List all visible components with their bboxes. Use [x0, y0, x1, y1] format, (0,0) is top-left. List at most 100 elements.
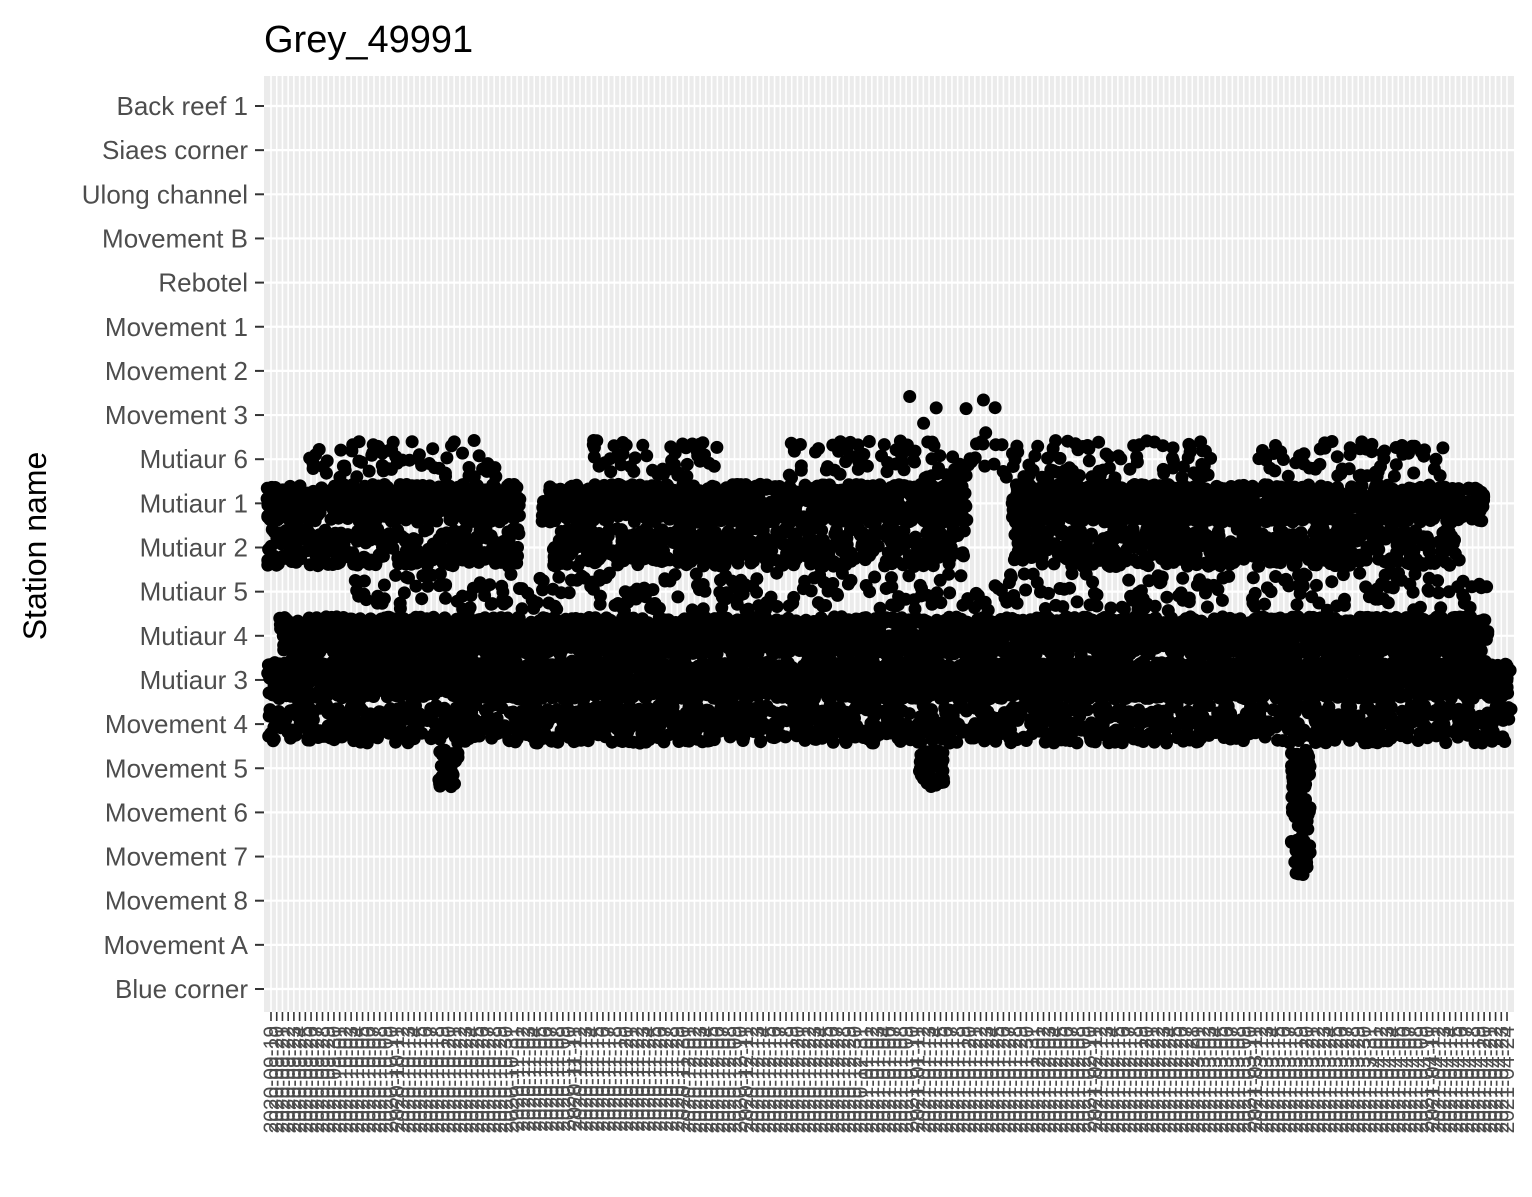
x-tick-label: 2021-01-29 — [1010, 1026, 1033, 1133]
detection-points — [260, 390, 1518, 881]
x-tick-label: 2020-11-06 — [535, 1026, 558, 1132]
x-tick-label: 2021-01-21 — [964, 1026, 987, 1133]
x-tick-label: 2021-04-04 — [1382, 1026, 1405, 1134]
x-tick-label: 2020-10-01 — [329, 1026, 352, 1133]
x-tick-label: 2020-12-28 — [832, 1026, 855, 1133]
x-tick-label: 2021-02-11 — [1084, 1026, 1107, 1132]
x-tick-label: 2021-03-24 — [1319, 1026, 1342, 1134]
x-tick-label: 2020-11-16 — [592, 1026, 615, 1132]
x-tick-label: 2021-04-15 — [1445, 1026, 1468, 1133]
x-tick-label: 2020-12-02 — [683, 1026, 706, 1133]
x-tick-label: 2021-01-08 — [889, 1026, 912, 1133]
x-tick-label: 2021-03-10 — [1239, 1026, 1262, 1133]
detection-point — [1500, 664, 1514, 678]
x-tick-label: 2021-02-17 — [1118, 1026, 1141, 1133]
x-tick-label: 2021-01-23 — [975, 1026, 998, 1133]
x-tick-label: 2020-09-19 — [260, 1026, 283, 1133]
x-tick-label: 2020-12-18 — [775, 1026, 798, 1133]
x-tick-label: 2021-04-17 — [1456, 1026, 1479, 1133]
x-tick-label: 2020-12-05 — [701, 1026, 724, 1133]
x-tick-label: 2020-12-12 — [741, 1026, 764, 1133]
x-tick-label: 2021-04-22 — [1485, 1026, 1508, 1133]
x-tick-label: 2020-10-06 — [357, 1026, 380, 1133]
x-tick-label: 2021-03-05 — [1210, 1026, 1233, 1133]
x-tick-label: 2020-12-09 — [724, 1026, 747, 1133]
x-tick-label: 2020-10-09 — [374, 1026, 397, 1133]
x-tick-label: 2021-04-14 — [1439, 1026, 1462, 1134]
x-tick-label: 2020-09-21 — [271, 1026, 294, 1133]
x-tick-label: 2021-04-02 — [1370, 1026, 1393, 1133]
x-tick-label: 2021-03-31 — [1359, 1026, 1382, 1133]
y-tick-label: Movement 7 — [105, 842, 248, 872]
x-tick-label: 2021-03-12 — [1250, 1026, 1273, 1133]
x-tick-label: 2021-03-27 — [1336, 1026, 1359, 1133]
x-tick-label: 2021-01-17 — [941, 1026, 964, 1133]
x-tick-label: 2021-02-24 — [1158, 1026, 1181, 1134]
x-tick-label: 2021-02-10 — [1078, 1026, 1101, 1133]
x-tick-label: 2020-11-18 — [603, 1026, 626, 1132]
x-tick-label: 2020-12-29 — [838, 1026, 861, 1133]
x-tick-label: 2021-03-17 — [1279, 1026, 1302, 1133]
x-tick-label: 2021-03-23 — [1313, 1026, 1336, 1133]
x-tick-label: 2020-11-01 — [506, 1026, 529, 1132]
x-tick-label: 2020-11-25 — [643, 1026, 666, 1132]
y-tick-label: Mutiaur 2 — [140, 533, 248, 563]
x-tick-label: 2020-11-03 — [518, 1026, 541, 1132]
x-tick-label: 2021-03-06 — [1216, 1026, 1239, 1133]
x-tick-label: 2021-02-13 — [1095, 1026, 1118, 1133]
y-tick-label: Mutiaur 3 — [140, 665, 248, 695]
x-tick-label: 2021-01-03 — [867, 1026, 890, 1133]
x-tick-label: 2020-10-31 — [500, 1026, 523, 1133]
x-tick-label: 2021-04-23 — [1490, 1026, 1513, 1133]
x-tick-label: 2020-09-23 — [283, 1026, 306, 1133]
x-tick-label: 2020-11-14 — [580, 1026, 603, 1132]
x-tick-label: 2020-09-22 — [277, 1026, 300, 1133]
x-tick-label: 2021-02-25 — [1164, 1026, 1187, 1133]
x-tick-label: 2021-01-28 — [1004, 1026, 1027, 1133]
x-tick-label: 2021-03-28 — [1342, 1026, 1365, 1133]
x-tick-label: 2021-04-21 — [1479, 1026, 1502, 1133]
x-tick-label: 2020-10-20 — [437, 1026, 460, 1133]
y-tick-label: Mutiaur 4 — [140, 621, 248, 651]
x-tick-label: 2021-02-14 — [1101, 1026, 1124, 1134]
x-tick-label: 2020-10-08 — [369, 1026, 392, 1133]
x-tick-label: 2020-11-04 — [523, 1026, 546, 1132]
x-tick-label: 2021-04-08 — [1404, 1026, 1427, 1133]
x-tick-label: 2020-10-10 — [380, 1026, 403, 1133]
x-tick-label: 2021-03-19 — [1290, 1026, 1313, 1133]
y-tick-label: Mutiaur 5 — [140, 577, 248, 607]
x-tick-label: 2020-10-22 — [449, 1026, 472, 1133]
x-tick-label: 2021-02-04 — [1044, 1026, 1067, 1134]
y-tick-label: Back reef 1 — [116, 91, 248, 121]
x-tick-label: 2021-01-14 — [924, 1026, 947, 1134]
x-tick-label: 2021-03-02 — [1193, 1026, 1216, 1133]
y-tick-label: Movement 3 — [105, 400, 248, 430]
x-tick-label: 2021-03-01 — [1187, 1026, 1210, 1133]
x-tick-label: 2020-10-18 — [426, 1026, 449, 1133]
x-tick-label: 2020-11-23 — [632, 1026, 655, 1132]
x-tick-label: 2021-03-29 — [1347, 1026, 1370, 1133]
x-tick-label: 2021-01-13 — [918, 1026, 941, 1133]
x-tick-label: 2020-09-30 — [323, 1026, 346, 1133]
x-tick-label: 2021-01-12 — [912, 1026, 935, 1133]
x-tick-label: 2020-12-04 — [695, 1026, 718, 1134]
y-tick-label: Movement 6 — [105, 797, 248, 827]
x-tick-label: 2020-11-15 — [586, 1026, 609, 1132]
x-tick-label: 2020-10-13 — [397, 1026, 420, 1133]
x-tick-label: 2020-11-29 — [666, 1026, 689, 1132]
x-tick-label: 2020-11-12 — [569, 1026, 592, 1132]
x-tick-label: 2020-10-27 — [477, 1026, 500, 1133]
y-tick-label: Movement B — [102, 223, 248, 253]
x-tick-label: 2021-02-27 — [1176, 1026, 1199, 1133]
x-tick-label: 2020-11-05 — [529, 1026, 552, 1132]
x-tick-label: 2021-04-06 — [1393, 1026, 1416, 1133]
x-tick-label: 2021-01-20 — [958, 1026, 981, 1133]
x-tick-label: 2020-09-24 — [289, 1026, 312, 1134]
x-tick-label: 2020-12-22 — [798, 1026, 821, 1133]
x-tick-label: 2020-12-01 — [678, 1026, 701, 1133]
x-tick-label: 2020-10-19 — [432, 1026, 455, 1133]
x-tick-label: 2021-02-23 — [1153, 1026, 1176, 1133]
x-tick-label: 2020-12-24 — [809, 1026, 832, 1134]
x-tick-label: 2021-02-26 — [1170, 1026, 1193, 1133]
x-tick-label: 2020-11-26 — [649, 1026, 672, 1132]
